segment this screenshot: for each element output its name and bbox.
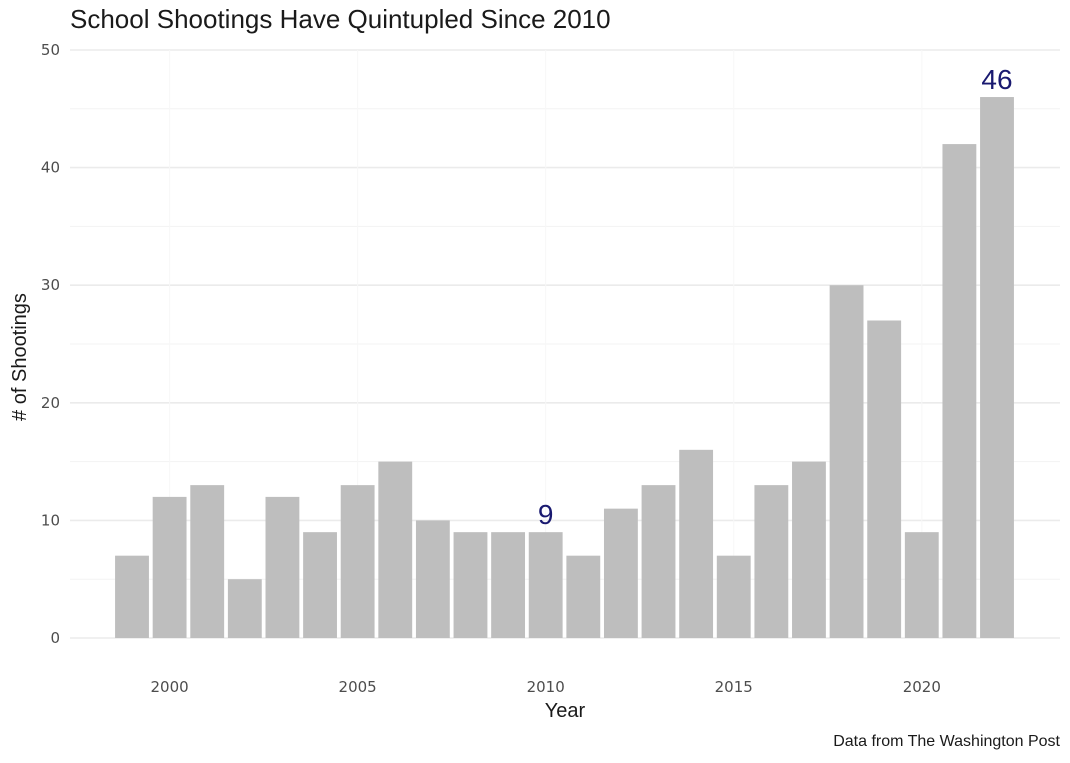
bar-2004 [303,532,337,638]
bar-2021 [942,144,977,638]
y-tick-label: 10 [41,511,60,529]
y-tick-label: 30 [41,276,60,294]
bar-2010 [528,532,563,638]
bar-2014 [679,449,714,638]
bar-2019 [867,320,902,638]
x-tick-label: 2010 [527,678,565,696]
bar-2015 [716,555,751,638]
bar-2005 [340,485,375,638]
bar-2020 [904,532,939,638]
bar-2016 [754,485,789,638]
bar-2009 [491,532,526,638]
chart-caption: Data from The Washington Post [833,733,1060,750]
bar-2022 [980,97,1014,639]
x-axis-ticks: 2000 2005 2010 2015 2020 [151,678,941,696]
data-label-2010: 9 [538,499,554,530]
annotations: 9 46 [538,64,1013,530]
bar-2018 [829,285,864,638]
y-tick-label: 0 [50,629,60,647]
gridlines [70,49,1060,639]
bar-2013 [641,485,676,638]
x-tick-label: 2005 [339,678,377,696]
bar-2011 [566,555,601,638]
x-axis-title: Year [545,700,586,722]
y-tick-label: 40 [41,159,60,177]
y-axis-title: # of Shootings [9,293,31,421]
bar-2008 [453,532,488,638]
chart-title: School Shootings Have Quintupled Since 2… [70,4,611,34]
bar-2017 [792,461,826,638]
bar-2007 [415,520,450,638]
x-tick-label: 2020 [903,678,941,696]
bar-2000 [152,496,187,638]
x-tick-label: 2000 [151,678,189,696]
bar-1999 [115,555,149,638]
y-axis-ticks: 0 10 20 30 40 50 [41,41,60,647]
bar-2002 [227,579,262,638]
y-tick-label: 50 [41,41,60,59]
bar-2001 [190,485,225,638]
data-label-2022: 46 [981,64,1012,95]
x-tick-label: 2015 [715,678,753,696]
bars [115,97,1014,639]
bar-2012 [603,508,638,638]
bar-chart: 0 10 20 30 40 50 2000 2005 2010 2015 2020 9 46 Yea… [9,41,1060,722]
bar-2003 [265,496,300,638]
y-tick-label: 20 [41,394,60,412]
bar-2006 [378,461,413,638]
